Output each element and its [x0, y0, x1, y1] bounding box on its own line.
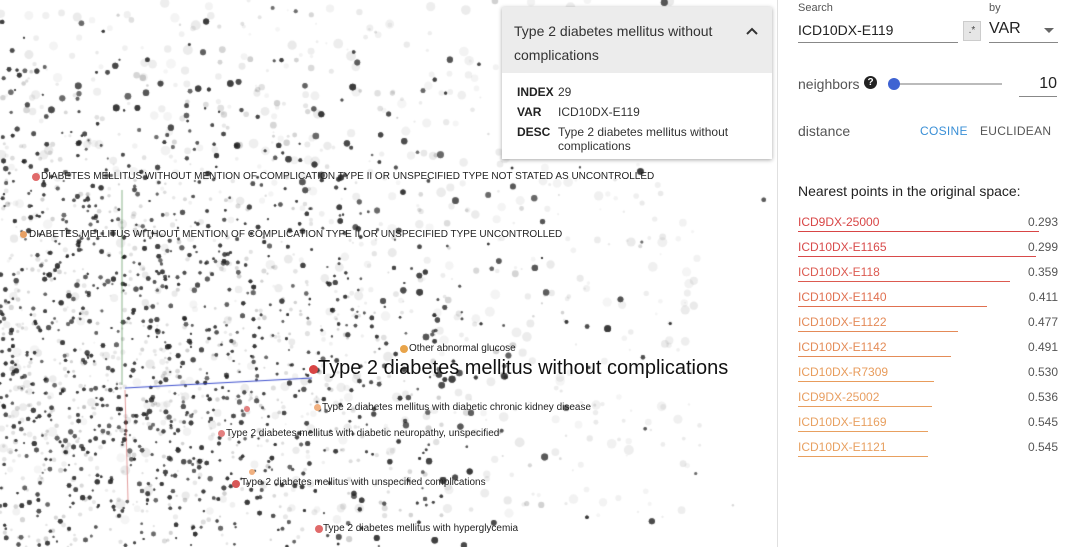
nearest-point-row[interactable]: ICD10DX-R7309 0.530 — [798, 359, 1058, 384]
nearest-point-name[interactable]: ICD10DX-E1165 — [798, 240, 887, 254]
card-value: 29 — [558, 85, 572, 99]
nearest-point-row[interactable]: ICD10DX-E1165 0.299 — [798, 234, 1058, 259]
neighbors-input[interactable]: 10 — [1019, 74, 1057, 97]
nearest-point-name[interactable]: ICD10DX-E1121 — [798, 440, 887, 454]
point-label[interactable]: Other abnormal glucose — [409, 343, 516, 354]
point-label[interactable]: Type 2 diabetes mellitus with diabetic n… — [226, 428, 500, 439]
nearest-point-distance: 0.530 — [1027, 365, 1058, 379]
nearest-point-bar — [798, 231, 1039, 232]
card-key: DESC — [517, 125, 551, 139]
label-marker[interactable] — [244, 406, 250, 412]
label-marker[interactable] — [315, 525, 323, 533]
nearest-point-row[interactable]: ICD10DX-E1140 0.411 — [798, 284, 1058, 309]
point-label[interactable]: Type 2 diabetes mellitus with hyperglyce… — [323, 523, 519, 534]
nearest-point-name[interactable]: ICD10DX-E1140 — [798, 290, 887, 304]
nearest-point-distance: 0.477 — [1027, 315, 1058, 329]
nearest-point-bar — [798, 356, 951, 357]
nearest-point-distance: 0.491 — [1027, 340, 1058, 354]
nearest-point-distance: 0.293 — [1027, 215, 1058, 229]
label-marker[interactable] — [314, 404, 321, 411]
nearest-point-row[interactable]: ICD10DX-E118 0.359 — [798, 259, 1058, 284]
point-label[interactable]: DIABETES MELLITUS WITHOUT MENTION OF COM… — [29, 229, 563, 240]
nearest-point-bar — [798, 381, 934, 382]
selected-point[interactable] — [309, 365, 318, 374]
card-value: ICD10DX-E119 — [558, 105, 640, 119]
nearest-point-bar — [798, 306, 987, 307]
point-label[interactable]: DIABETES MELLITUS WITHOUT MENTION OF COM… — [41, 171, 655, 182]
nearest-point-name[interactable]: ICD9DX-25002 — [798, 390, 880, 404]
dropdown-arrow-icon — [1044, 28, 1054, 33]
nearest-point-row[interactable]: ICD10DX-E1121 0.545 — [798, 434, 1058, 459]
nearest-point-row[interactable]: ICD10DX-E1142 0.491 — [798, 334, 1058, 359]
nearest-point-bar — [798, 431, 928, 432]
help-icon[interactable]: ? — [864, 76, 877, 89]
card-key: INDEX — [517, 85, 554, 99]
search-input[interactable] — [798, 18, 958, 43]
card-key: VAR — [517, 105, 542, 119]
nearest-point-distance: 0.411 — [1028, 290, 1058, 304]
neighbors-label: neighbors — [798, 76, 860, 92]
distance-label: distance — [798, 123, 851, 139]
nearest-point-bar — [798, 256, 1036, 257]
nearest-point-distance: 0.299 — [1027, 240, 1058, 254]
neighbors-slider[interactable] — [894, 83, 1002, 85]
inspector-panel: Search .* by VAR neighbors ? 10 distance… — [777, 0, 1074, 547]
nearest-point-name[interactable]: ICD10DX-E1169 — [798, 415, 887, 429]
selected-point-label[interactable]: Type 2 diabetes mellitus without complic… — [318, 357, 729, 379]
label-marker[interactable] — [249, 469, 255, 475]
label-marker[interactable] — [218, 430, 225, 437]
label-marker[interactable] — [232, 480, 240, 488]
card-header: Type 2 diabetes mellitus without complic… — [502, 7, 772, 73]
chevron-up-icon[interactable] — [742, 23, 762, 39]
card-value: Type 2 diabetes mellitus without complic… — [558, 125, 729, 153]
nearest-point-row[interactable]: ICD10DX-E1122 0.477 — [798, 309, 1058, 334]
nearest-point-distance: 0.536 — [1027, 390, 1058, 404]
label-marker[interactable] — [20, 231, 27, 238]
point-label[interactable]: Type 2 diabetes mellitus with diabetic c… — [322, 402, 592, 413]
search-label: Search — [798, 2, 833, 14]
card-title: Type 2 diabetes mellitus without complic… — [514, 23, 713, 63]
nearest-point-distance: 0.359 — [1027, 265, 1058, 279]
nearest-point-name[interactable]: ICD10DX-E1122 — [798, 315, 887, 329]
regex-toggle-button[interactable]: .* — [963, 21, 981, 41]
point-info-card: Type 2 diabetes mellitus without complic… — [502, 7, 772, 159]
nearest-point-row[interactable]: ICD9DX-25002 0.536 — [798, 384, 1058, 409]
nearest-point-bar — [798, 281, 1010, 282]
nearest-point-bar — [798, 331, 958, 332]
projection-view[interactable]: DIABETES MELLITUS WITHOUT MENTION OF COM… — [0, 0, 777, 547]
point-label[interactable]: Type 2 diabetes mellitus with unspecifie… — [241, 477, 486, 488]
nearest-point-bar — [798, 456, 928, 457]
label-marker[interactable] — [32, 173, 40, 181]
by-label: by — [989, 2, 1001, 14]
nearest-point-name[interactable]: ICD10DX-E1142 — [798, 340, 887, 354]
nearest-points-title: Nearest points in the original space: — [798, 183, 1021, 199]
nearest-point-name[interactable]: ICD9DX-25000 — [798, 215, 880, 229]
neighbors-slider-thumb[interactable] — [888, 78, 900, 90]
distance-cosine-button[interactable]: COSINE — [920, 124, 968, 138]
nearest-point-distance: 0.545 — [1027, 415, 1058, 429]
nearest-point-name[interactable]: ICD10DX-R7309 — [798, 365, 889, 379]
distance-euclidean-button[interactable]: EUCLIDEAN — [980, 124, 1052, 138]
label-marker[interactable] — [400, 345, 408, 353]
nearest-point-bar — [798, 406, 932, 407]
search-by-value: VAR — [989, 20, 1021, 37]
nearest-point-name[interactable]: ICD10DX-E118 — [798, 265, 880, 279]
nearest-point-row[interactable]: ICD9DX-25000 0.293 — [798, 209, 1058, 234]
nearest-point-row[interactable]: ICD10DX-E1169 0.545 — [798, 409, 1058, 434]
search-by-select[interactable]: VAR — [989, 18, 1058, 43]
nearest-point-distance: 0.545 — [1027, 440, 1058, 454]
